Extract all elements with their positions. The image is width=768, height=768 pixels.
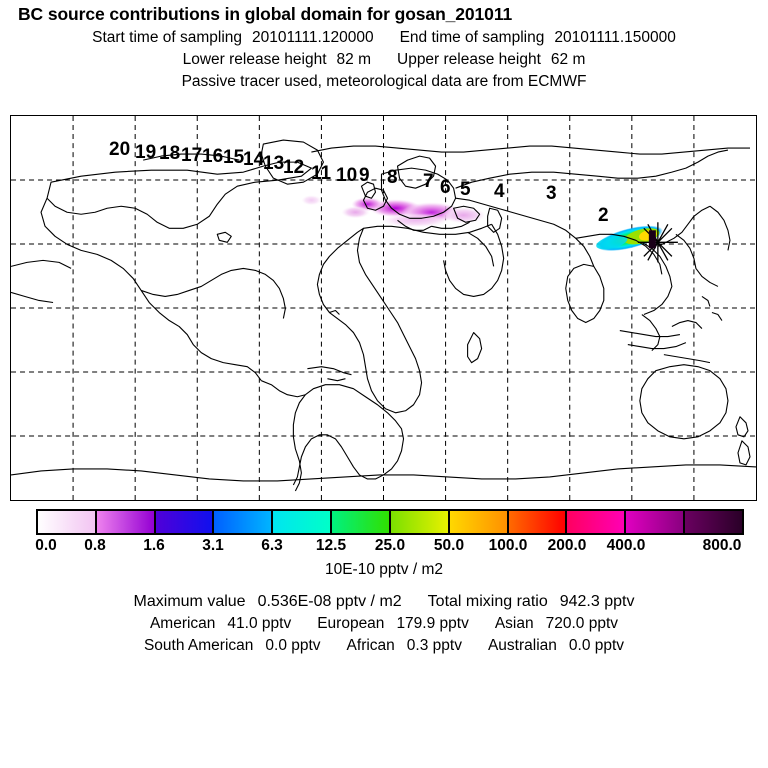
colorbar-segment-9 [567, 511, 627, 533]
region-name-african: African [346, 637, 395, 654]
colorbar-segment-11 [685, 511, 742, 533]
region-name-australian: Australian [487, 637, 557, 654]
region-value-american: 41.0 pptv [227, 615, 292, 632]
region-value-asian: 720.0 pptv [545, 615, 619, 632]
colorbar-tick-3.1: 3.1 [202, 537, 224, 554]
region-row-1: American 41.0 pptv European 179.9 pptv Asian… [0, 615, 768, 633]
colorbar-segment-0 [38, 511, 97, 533]
colorbar-tick-800.0: 800.0 [702, 537, 742, 554]
lower-release-height-label: Lower release height [182, 51, 327, 68]
colorbar-unit-label: 10E-10 pptv / m2 [324, 561, 444, 578]
region-name-european: European [317, 615, 385, 632]
colorbar-segment-5 [332, 511, 391, 533]
start-time-value: 20101111.120000 [252, 29, 374, 46]
max-and-total-line: Maximum value 0.536E-08 pptv / m2 Total mi… [0, 593, 768, 611]
release-height-line: Lower release height 82 m Upper release he… [0, 51, 768, 69]
colorbar [36, 509, 744, 535]
total-mixing-ratio-value: 942.3 pptv [559, 593, 635, 610]
sampling-time-line: Start time of sampling 20101111.120000 End… [0, 29, 768, 47]
colorbar-tick-400.0: 400.0 [606, 537, 646, 554]
page-title: BC source contributions in global domain… [18, 4, 513, 24]
colorbar-segment-6 [390, 511, 450, 533]
colorbar-segment-3 [214, 511, 274, 533]
plot-header: BC source contributions in global domain… [0, 0, 768, 91]
colorbar-segment-4 [273, 511, 333, 533]
colorbar-tick-labels: 0.0 0.8 1.6 3.1 6.3 12.5 25.0 50.0 100.0 200.0 400… [0, 537, 768, 557]
colorbar-tick-50.0: 50.0 [433, 537, 465, 554]
start-time-label: Start time of sampling [92, 29, 243, 46]
colorbar-segment-2 [155, 511, 215, 533]
region-value-south-american: 0.0 pptv [265, 637, 321, 654]
colorbar-segment-8 [508, 511, 568, 533]
coastlines [11, 139, 756, 492]
colorbar-tick-100.0: 100.0 [488, 537, 528, 554]
upper-release-height-value: 62 m [550, 51, 586, 68]
receptor-marker [637, 222, 678, 263]
colorbar-tick-1.6: 1.6 [143, 537, 165, 554]
colorbar-tick-200.0: 200.0 [547, 537, 587, 554]
region-value-australian: 0.0 pptv [568, 637, 625, 654]
source-cell [648, 230, 656, 249]
colorbar-tick-12.5: 12.5 [315, 537, 347, 554]
region-name-american: American [149, 615, 216, 632]
colorbar-segment-1 [96, 511, 156, 533]
total-mixing-ratio-label: Total mixing ratio [427, 593, 548, 610]
colorbar-tick-6.3: 6.3 [261, 537, 283, 554]
end-time-value: 20101111.150000 [554, 29, 676, 46]
graticule [11, 116, 756, 500]
world-map-svg [11, 116, 756, 500]
region-value-african: 0.3 pptv [406, 637, 462, 654]
end-time-label: End time of sampling [399, 29, 545, 46]
upper-release-height-label: Upper release height [397, 51, 541, 68]
region-row-2: South American 0.0 pptv African 0.3 pptv Aus… [0, 637, 768, 655]
colorbar-tick-0.8: 0.8 [84, 537, 106, 554]
colorbar-tick-0.0: 0.0 [35, 537, 57, 554]
world-map-panel: 20 19 18 17 16 15 14 13 12 11 10 9 8 7 6 5 4 3 2 [10, 115, 757, 501]
tracer-note: Passive tracer used, meteorological data… [181, 73, 587, 90]
colorbar-segment-7 [449, 511, 509, 533]
region-value-european: 179.9 pptv [396, 615, 469, 632]
max-value-label: Maximum value [133, 593, 246, 610]
region-name-asian: Asian [494, 615, 534, 632]
colorbar-tick-25.0: 25.0 [374, 537, 406, 554]
region-name-south-american: South American [143, 637, 254, 654]
statistics-footer: Maximum value 0.536E-08 pptv / m2 Total mi… [0, 593, 768, 659]
lower-release-height-value: 82 m [336, 51, 371, 68]
max-value: 0.536E-08 pptv / m2 [257, 593, 402, 610]
colorbar-segment-10 [626, 511, 686, 533]
